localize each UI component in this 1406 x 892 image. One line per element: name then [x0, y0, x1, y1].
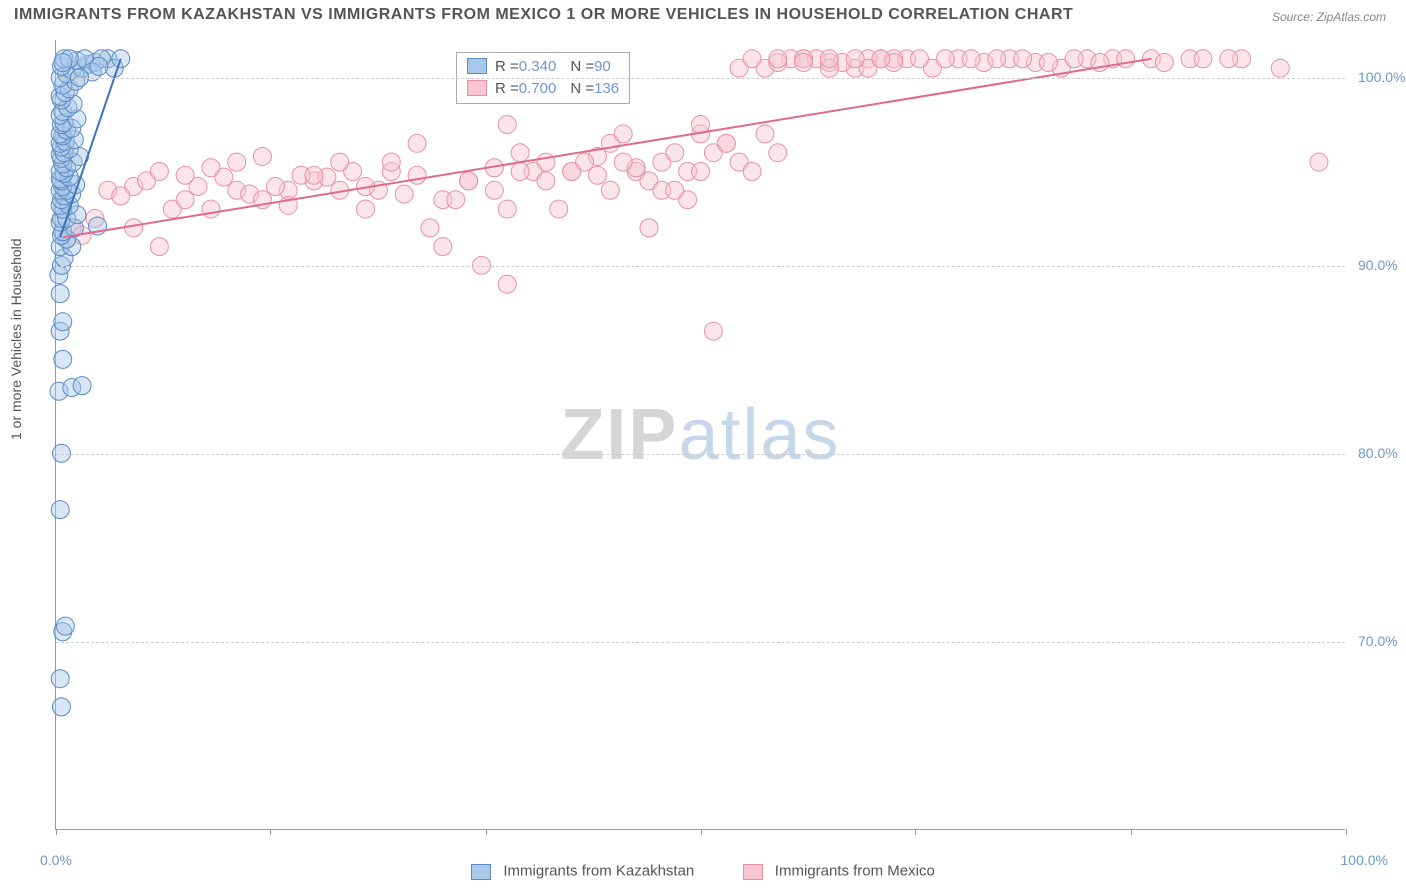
legend-n-value: 90 [594, 58, 611, 75]
plot-area: ZIPatlas R = 0.340 N = 90 R = 0.700 N = … [55, 40, 1345, 830]
y-tick: 70.0% [1358, 633, 1398, 649]
y-tick: 100.0% [1358, 69, 1405, 85]
legend-swatch-blue [467, 58, 487, 74]
bottom-swatch-blue [471, 864, 491, 880]
y-axis-label: 1 or more Vehicles in Household [8, 238, 24, 440]
legend-n-label: N = [570, 58, 594, 75]
bottom-legend-blue-label: Immigrants from Kazakhstan [503, 863, 694, 880]
chart-title: IMMIGRANTS FROM KAZAKHSTAN VS IMMIGRANTS… [14, 6, 1073, 24]
legend-r-value: 0.340 [519, 58, 557, 75]
legend-n-label: N = [570, 80, 594, 97]
scatter-svg [56, 40, 1345, 829]
bottom-legend: 0.0% Immigrants from Kazakhstan Immigran… [0, 862, 1406, 880]
x-tick-100: 100.0% [1341, 852, 1388, 868]
legend-r-value: 0.700 [519, 80, 557, 97]
legend-row-blue: R = 0.340 N = 90 [467, 55, 619, 77]
source-text: Source: ZipAtlas.com [1272, 10, 1386, 24]
y-tick: 80.0% [1358, 445, 1398, 461]
legend-row-pink: R = 0.700 N = 136 [467, 77, 619, 99]
x-tick-0: 0.0% [40, 852, 72, 868]
legend-n-value: 136 [594, 80, 619, 97]
y-tick: 90.0% [1358, 257, 1398, 273]
legend-r-label: R = [495, 80, 519, 97]
bottom-swatch-pink [743, 864, 763, 880]
legend-r-label: R = [495, 58, 519, 75]
bottom-legend-pink-label: Immigrants from Mexico [775, 863, 935, 880]
legend-swatch-pink [467, 80, 487, 96]
